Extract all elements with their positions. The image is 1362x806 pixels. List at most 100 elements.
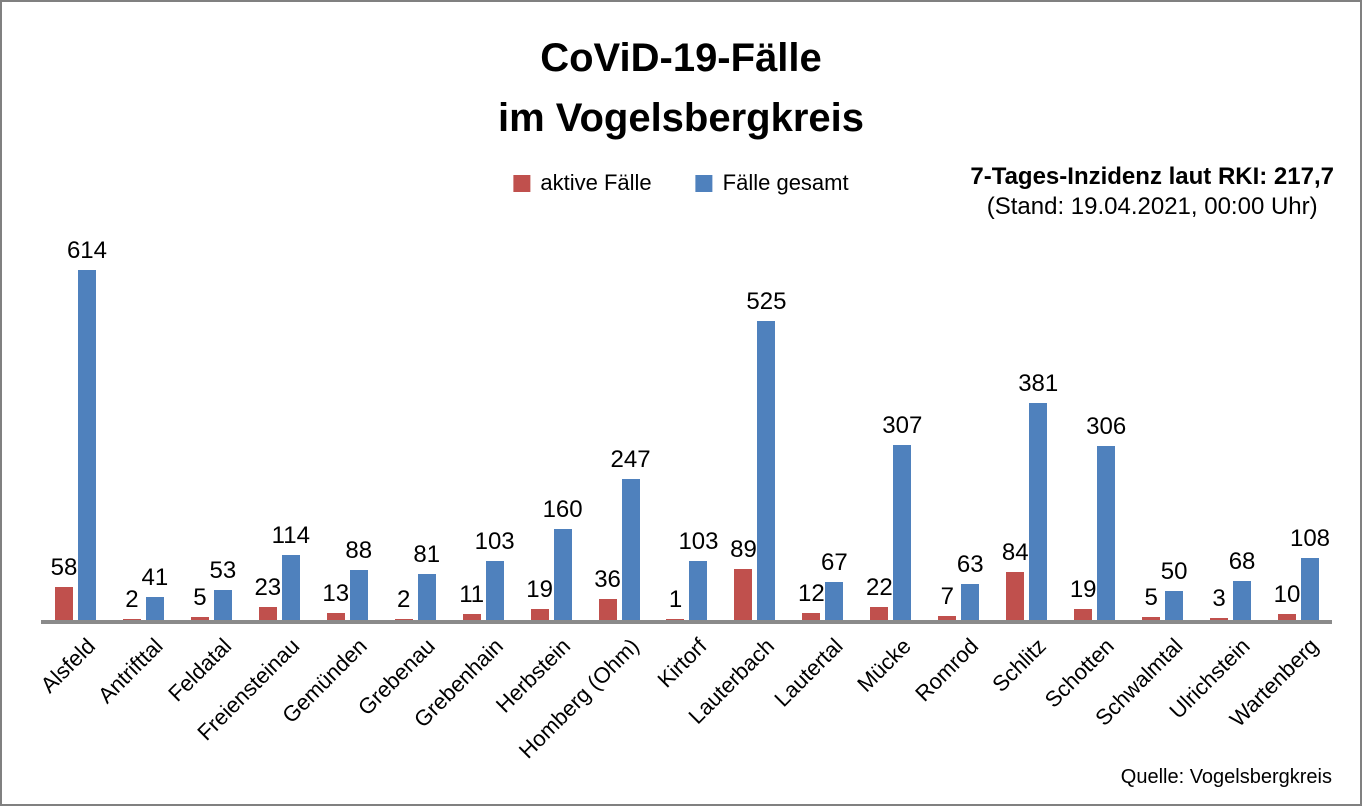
legend-swatch-icon (513, 174, 531, 192)
chart-title-line1: CoViD-19-Fälle (540, 36, 822, 80)
bar-active (54, 587, 73, 620)
bar-total (621, 479, 640, 620)
bar-active (122, 619, 141, 620)
category-label: Mücke (851, 633, 916, 697)
value-label: 103 (474, 528, 515, 555)
incidence-note: 7-Tages-Inzidenz laut RKI: 217,7 (Stand:… (970, 162, 1334, 222)
x-axis-line (41, 620, 1332, 624)
bar-group: 58 614 (41, 227, 109, 620)
value-label: 3 (1212, 585, 1226, 612)
legend-item-total: Fälle gesamt (695, 170, 849, 196)
value-label: 11 (459, 581, 485, 608)
bar-group: 89 525 (720, 227, 788, 620)
value-label: 58 (50, 554, 78, 581)
bar-group: 10 108 (1264, 227, 1332, 620)
category-label: Antrifttal (93, 633, 168, 709)
chart-title: CoViD-19-Fälle im Vogelsbergkreis (2, 28, 1360, 148)
bar-group: 1 103 (653, 227, 721, 620)
value-label: 5 (193, 584, 207, 611)
bar-total (553, 529, 572, 620)
bar-group: 13 88 (313, 227, 381, 620)
value-label: 68 (1228, 548, 1256, 575)
value-label: 5 (1144, 584, 1158, 611)
bar-total (1097, 446, 1116, 620)
value-label: 81 (413, 541, 441, 568)
value-label: 19 (1069, 576, 1097, 603)
bar-total (893, 445, 912, 620)
value-label: 525 (746, 288, 787, 315)
bar-total (349, 570, 368, 620)
bar-total (417, 574, 436, 620)
value-label: 103 (678, 528, 719, 555)
value-label: 12 (798, 580, 825, 607)
source-note: Quelle: Vogelsbergkreis (1120, 766, 1332, 788)
bar-active (1278, 614, 1297, 620)
bar-active (598, 599, 617, 620)
value-label: 160 (542, 496, 583, 523)
bar-active (938, 616, 957, 620)
category-label: Homberg (Ohm) (513, 633, 644, 764)
incidence-line2: (Stand: 19.04.2021, 00:00 Uhr) (986, 193, 1318, 220)
bar-active (530, 609, 549, 620)
legend-item-active: aktive Fälle (513, 170, 652, 196)
chart-title-line2: im Vogelsbergkreis (497, 96, 865, 140)
bar-total (689, 561, 708, 620)
value-label: 7 (940, 583, 954, 610)
bar-group: 19 160 (517, 227, 585, 620)
bar-group: 12 67 (788, 227, 856, 620)
value-label: 114 (271, 522, 310, 549)
value-label: 36 (594, 566, 621, 593)
bar-active (1006, 572, 1025, 620)
bar-group: 2 41 (109, 227, 177, 620)
category-label: Alsfeld (35, 633, 100, 698)
value-label: 10 (1273, 581, 1301, 608)
bar-active (326, 613, 345, 620)
value-label: 50 (1160, 558, 1188, 585)
value-label: 89 (730, 536, 757, 563)
bar-group: 23 114 (245, 227, 313, 620)
value-label: 2 (125, 586, 139, 613)
bar-total (961, 584, 980, 620)
value-label: 88 (345, 537, 373, 564)
bar-total (145, 597, 164, 620)
value-label: 19 (526, 576, 553, 603)
bar-group: 22 307 (856, 227, 924, 620)
value-label: 67 (821, 549, 848, 576)
value-label: 614 (66, 237, 107, 264)
bar-group: 19 306 (1060, 227, 1128, 620)
bar-group: 84 381 (992, 227, 1060, 620)
plot-area: 58 614 2 41 5 53 23 114 13 88 2 81 11 103 19 160 36 247 1 1… (41, 227, 1332, 620)
category-label: Lautertal (769, 633, 848, 712)
bar-total (1029, 403, 1048, 620)
category-label: Kirtorf (652, 633, 712, 693)
bar-total (485, 561, 504, 620)
bar-active (870, 607, 889, 620)
bar-active (462, 614, 481, 620)
value-label: 1 (668, 586, 683, 613)
bar-group: 11 103 (449, 227, 517, 620)
value-label: 247 (610, 446, 651, 473)
bar-active (666, 619, 685, 620)
value-label: 22 (865, 574, 893, 601)
category-label: Romrod (910, 633, 984, 707)
legend-label: Fälle gesamt (722, 170, 849, 195)
value-label: 307 (882, 412, 923, 439)
bar-group: 7 63 (924, 227, 992, 620)
bar-total (1301, 558, 1320, 620)
bar-group: 2 81 (381, 227, 449, 620)
incidence-line1: 7-Tages-Inzidenz laut RKI: 217,7 (970, 163, 1334, 190)
bar-active (1074, 609, 1093, 620)
bar-total (825, 582, 844, 620)
value-label: 13 (322, 580, 350, 607)
bar-active (1142, 617, 1161, 620)
value-label: 306 (1086, 413, 1127, 440)
bar-group: 36 247 (585, 227, 653, 620)
legend-label: aktive Fälle (540, 170, 652, 195)
bar-active (802, 613, 821, 620)
value-label: 41 (141, 564, 169, 591)
bar-group: 5 53 (177, 227, 245, 620)
bar-group: 3 68 (1196, 227, 1264, 620)
value-label: 2 (397, 586, 411, 613)
bar-active (258, 607, 277, 620)
